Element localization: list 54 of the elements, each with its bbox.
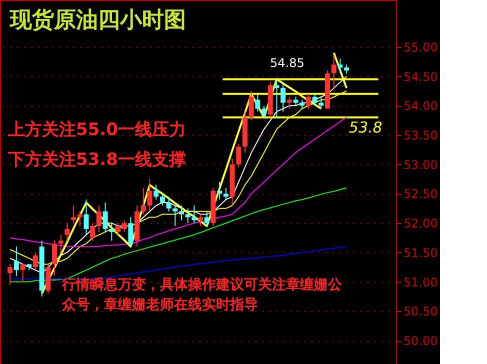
y-tick-label: 51.50 xyxy=(404,246,438,260)
candlestick xyxy=(338,58,343,74)
candlestick xyxy=(90,222,96,242)
candlestick xyxy=(8,264,13,286)
candlestick xyxy=(160,193,165,206)
y-tick-label: 52.00 xyxy=(404,216,438,231)
candlestick xyxy=(109,222,114,242)
candlestick xyxy=(20,264,26,282)
candlestick xyxy=(280,82,286,112)
candlestick xyxy=(318,96,324,110)
candlestick xyxy=(236,143,242,168)
candlestick xyxy=(274,78,280,118)
candlestick xyxy=(64,222,70,242)
candlestick xyxy=(198,214,204,227)
candlestick xyxy=(71,204,76,224)
candlestick xyxy=(166,196,172,212)
candlestick xyxy=(102,202,108,232)
candlestick xyxy=(128,216,134,248)
candlestick xyxy=(248,90,254,121)
y-tick-label: 53.50 xyxy=(404,128,438,143)
candlestick xyxy=(32,252,38,271)
annotation: 下方关注53.8一线支撑 xyxy=(7,150,186,170)
candlestick xyxy=(58,234,64,253)
candlestick xyxy=(312,93,318,106)
candlestick xyxy=(223,187,228,200)
candlestick xyxy=(140,187,146,215)
y-tick-label: 54.50 xyxy=(404,70,438,84)
candlestick xyxy=(192,204,197,224)
candlestick xyxy=(154,184,159,200)
y-tick-label: 50.50 xyxy=(404,304,438,319)
candlestick xyxy=(147,178,152,212)
chart-title: 现货原油四小时图 xyxy=(9,8,186,33)
candlestick xyxy=(96,204,102,232)
y-tick-label: 50.00 xyxy=(404,334,438,348)
candlestick xyxy=(52,240,58,276)
candlestick xyxy=(46,264,51,294)
candlestick xyxy=(84,199,89,236)
y-tick-label: 51.00 xyxy=(404,275,438,290)
candlestick xyxy=(178,204,184,221)
candlestick xyxy=(262,105,267,118)
candlestick xyxy=(331,55,336,89)
candlestick xyxy=(172,204,178,227)
y-tick-label: 55.00 xyxy=(404,40,438,54)
candlestick xyxy=(204,210,210,227)
annotation: 54.85 xyxy=(270,56,304,70)
ref-line-label: 53.8 xyxy=(348,118,382,136)
y-tick-label: 52.50 xyxy=(404,187,438,202)
candlestick xyxy=(306,93,311,110)
y-tick-label: 53.00 xyxy=(404,158,438,172)
candlestick xyxy=(14,246,19,276)
candlestick xyxy=(255,93,260,112)
annotation: 行情瞬息万变，具体操作建议可关注章缠姗公众号，章缠姗老师在线实时指导 xyxy=(61,276,343,313)
annotation: 上方关注55.0一线压力 xyxy=(7,120,186,140)
y-tick-label: 54.00 xyxy=(404,99,438,114)
